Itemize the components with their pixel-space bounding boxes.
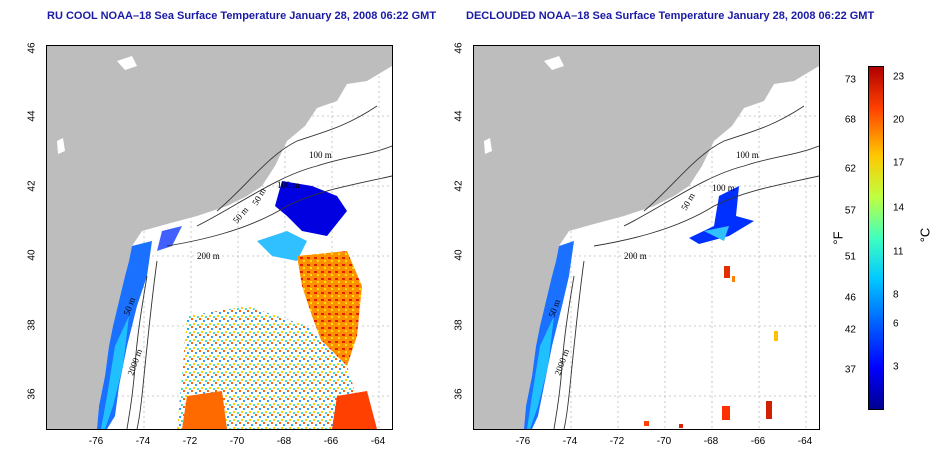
fahrenheit-tick: 62 [844, 163, 856, 175]
celsius-tick: 17 [893, 157, 905, 169]
x-tick-label: -70 [229, 436, 245, 447]
fahrenheit-tick: 46 [844, 292, 856, 304]
y-tick-label: 38 [453, 319, 465, 331]
x-tick-label: -64 [797, 436, 813, 447]
y-tick-label: 46 [453, 42, 465, 54]
contour-label: 100 m [736, 150, 759, 160]
y-tick-label: 38 [26, 319, 38, 331]
celsius-tick: 11 [893, 246, 904, 258]
x-tick-label: -76 [515, 436, 531, 447]
contour-label: 200 m [624, 251, 647, 261]
contour-label: 100 m [309, 150, 332, 160]
x-tick-label: -72 [182, 436, 198, 447]
contour-label: 100 m [712, 183, 735, 193]
contour-label: 2000 m [552, 348, 571, 377]
contour-label: 2000 m [125, 348, 144, 377]
sst-gulf-stream [297, 251, 362, 366]
x-tick-label: -68 [276, 436, 292, 447]
y-tick-label: 44 [26, 110, 38, 122]
y-tick-label: 36 [453, 388, 465, 400]
celsius-tick: 6 [893, 318, 899, 330]
x-tick-label: -68 [703, 436, 719, 447]
fahrenheit-tick: 42 [844, 324, 856, 336]
y-tick-label: 42 [453, 180, 465, 192]
fahrenheit-tick: 57 [844, 205, 856, 217]
sst-georges-bank [275, 181, 347, 236]
y-tick-label: 44 [453, 110, 465, 122]
land-nova-scotia [277, 46, 392, 106]
x-tick-label: -66 [323, 436, 339, 447]
y-tick-label: 40 [453, 249, 465, 261]
depth-contours [553, 105, 819, 429]
sst-speckled-offshore [177, 306, 367, 429]
x-tick-label: -72 [609, 436, 625, 447]
contour-label: 50 m [679, 191, 697, 212]
contour-label: 100 m [277, 180, 300, 190]
celsius-tick: 23 [893, 71, 905, 83]
land-nova-scotia [704, 46, 819, 106]
x-tick-label: -76 [88, 436, 104, 447]
fahrenheit-tick: 68 [844, 114, 856, 126]
sst-georges-bank [689, 186, 754, 244]
right-sst-map[interactable]: 100 m 100 m 50 m 200 m 50 m 2000 m [473, 45, 820, 430]
fahrenheit-tick: 37 [844, 364, 856, 376]
land-mass [474, 46, 819, 429]
celsius-tick: 8 [893, 289, 899, 301]
celsius-unit-label: °C [917, 227, 933, 243]
x-tick-label: -64 [370, 436, 386, 447]
y-tick-label: 46 [26, 42, 38, 54]
depth-contours [126, 105, 392, 429]
fahrenheit-unit-label: °F [830, 231, 846, 245]
x-tick-label: -70 [656, 436, 672, 447]
right-map-title: DECLOUDED NOAA–18 Sea Surface Temperatur… [466, 10, 875, 22]
left-sst-map[interactable]: 100 m 50 m 100 m 200 m 50 m 50 m 2000 m [46, 45, 393, 430]
celsius-tick: 20 [893, 114, 905, 126]
sst-sparse-pixels [644, 266, 778, 428]
contour-label: 200 m [197, 251, 220, 261]
x-tick-label: -74 [562, 436, 578, 447]
celsius-tick: 3 [893, 361, 899, 373]
y-tick-label: 42 [26, 180, 38, 192]
fahrenheit-tick: 73 [844, 74, 856, 86]
x-tick-label: -74 [135, 436, 151, 447]
temperature-colorbar [868, 66, 884, 410]
land-mass [47, 46, 392, 429]
contour-label: 50 m [231, 205, 250, 225]
fahrenheit-tick: 51 [844, 251, 856, 263]
x-tick-label: -66 [750, 436, 766, 447]
y-tick-label: 36 [26, 388, 38, 400]
y-tick-label: 40 [26, 249, 38, 261]
left-map-title: RU COOL NOAA–18 Sea Surface Temperature … [47, 10, 437, 22]
celsius-tick: 14 [893, 202, 905, 214]
